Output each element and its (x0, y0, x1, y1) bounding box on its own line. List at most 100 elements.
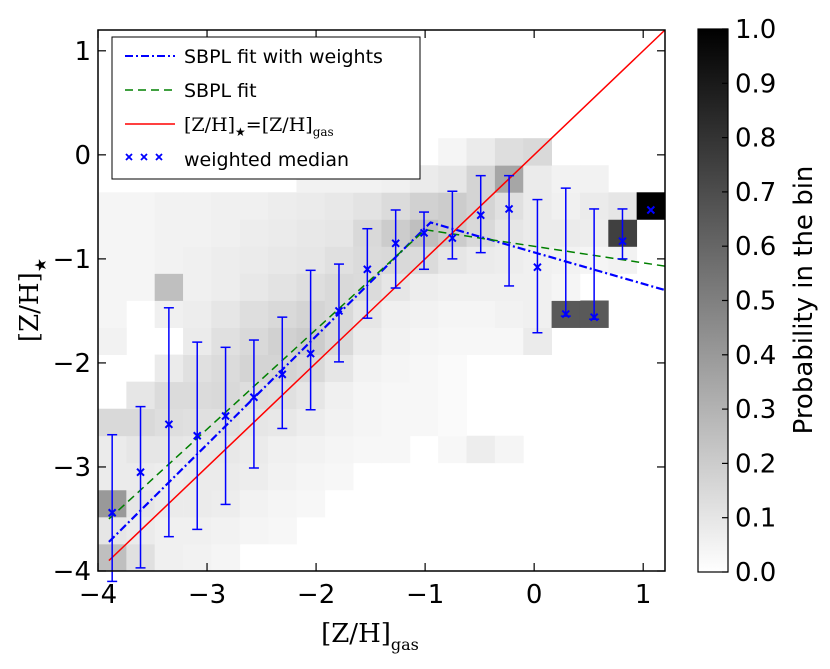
heatmap-cell (324, 408, 354, 437)
heatmap-cell (211, 192, 241, 220)
y-tick-label: 0 (74, 141, 91, 171)
heatmap-cell (154, 543, 184, 571)
colorbar-tick-label: 0.8 (735, 124, 776, 154)
heatmap-cell (268, 273, 297, 301)
heatmap-cell (438, 138, 467, 166)
legend-label-sbpl-weights: SBPL fit with weights (184, 46, 383, 68)
x-tick-label: −4 (79, 580, 117, 610)
heatmap-cell (438, 327, 467, 355)
heatmap-cell (268, 462, 297, 491)
heatmap-cell (353, 354, 382, 383)
legend-swatch-median (125, 153, 163, 161)
y-axis-label: [Z/H]★ (15, 258, 50, 342)
legend-label-median: weighted median (184, 149, 349, 171)
colorbar: 0.0 0.1 0.2 0.3 0.4 0.5 0.6 0.7 0.8 0.9 1.0 Probab… (697, 15, 819, 588)
heatmap-cell (494, 138, 524, 166)
heatmap-cell (438, 273, 467, 301)
identity-line (108, 30, 665, 562)
heatmap-cell (466, 327, 496, 355)
x-tick-label: −2 (297, 580, 335, 610)
heatmap-cell (296, 435, 326, 464)
heatmap-cell (126, 192, 156, 220)
heatmap-cell (154, 219, 184, 247)
heatmap-cell (409, 408, 439, 437)
colorbar-tick-label: 0.9 (735, 69, 776, 99)
heatmap-cell (268, 489, 297, 518)
heatmap-cell (381, 408, 411, 437)
median-marker (221, 411, 230, 421)
colorbar-ticks: 0.0 0.1 0.2 0.3 0.4 0.5 0.6 0.7 0.8 0.9 1.0 (722, 15, 776, 588)
heatmap-cell (183, 192, 212, 220)
heatmap-cell (353, 381, 382, 410)
x-axis-label: [Z/H]gas (321, 619, 419, 654)
median-marker (249, 393, 259, 402)
heatmap-cell (268, 516, 297, 545)
heatmap-cell (466, 138, 496, 166)
y-tick-label: −2 (53, 349, 91, 379)
heatmap-cell (579, 165, 609, 193)
heatmap-cell (211, 300, 241, 328)
heatmap-cell (126, 381, 156, 410)
median-marker (561, 309, 570, 319)
legend-identity-eq: = (246, 114, 262, 136)
y-tick-label: 1 (74, 37, 91, 67)
colorbar-label: Probability in the bin (789, 166, 819, 435)
median-marker (504, 204, 514, 214)
heatmap-cell (466, 300, 496, 328)
heatmap-cell (409, 354, 439, 383)
heatmap-cell (324, 219, 354, 247)
heatmap-cell (381, 300, 411, 328)
y-tick-label: −1 (53, 245, 91, 275)
sbpl-fit-line (108, 228, 665, 520)
legend-identity-a: [Z/H] (184, 114, 235, 136)
median-marker (193, 431, 202, 440)
y-axis-label-main: [Z/H] (15, 272, 45, 342)
heatmap-cell (183, 219, 212, 247)
median-marker (618, 236, 627, 246)
legend: SBPL fit with weights SBPL fit [Z/H]★=[Z… (111, 36, 421, 180)
x-axis-label-main: [Z/H] (321, 619, 391, 649)
colorbar-tick-label: 0.1 (735, 504, 776, 534)
colorbar-tick-label: 0.0 (735, 558, 776, 588)
heatmap-cell (154, 192, 184, 220)
heatmap-cell (239, 192, 269, 220)
heatmap-cell (353, 435, 382, 464)
heatmap-cell (239, 273, 269, 301)
heatmap-cell (409, 381, 439, 410)
median-marker (419, 228, 429, 238)
heatmap-cell (296, 219, 326, 247)
median-marker (107, 508, 117, 517)
heatmap-cell (636, 192, 665, 220)
median-marker (363, 265, 372, 274)
heatmap-cell (98, 300, 127, 328)
heatmap-cell (466, 435, 496, 464)
colorbar-tick-label: 1.0 (735, 15, 776, 45)
colorbar-tick-label: 0.5 (735, 287, 776, 317)
colorbar-tick-label: 0.7 (735, 178, 776, 208)
median-marker (278, 370, 287, 379)
heatmap-cell (98, 219, 127, 247)
colorbar-tick-label: 0.6 (735, 232, 776, 262)
plot-frame (97, 29, 666, 572)
heatmap-cell (523, 165, 552, 193)
heatmap-cell (268, 219, 297, 247)
heatmap-cell (381, 381, 411, 410)
legend-identity-a-sub: ★ (235, 125, 246, 139)
heatmap-cell (268, 246, 297, 274)
colorbar-tick-label: 0.2 (735, 449, 776, 479)
heatmap-cell (324, 462, 354, 491)
colorbar-tick-label: 0.4 (735, 341, 776, 371)
heatmap-cell (211, 273, 241, 301)
median-marker (391, 239, 400, 248)
y-axis-label-sub: ★ (31, 258, 50, 272)
x-tick-label: 1 (635, 580, 652, 610)
legend-identity-b: [Z/H] (262, 114, 313, 136)
heatmap-cell (98, 327, 127, 355)
heatmap-cell (438, 408, 467, 437)
heatmap-cell (296, 489, 326, 518)
heatmap-cell (494, 300, 524, 328)
heatmap-cell (353, 192, 382, 220)
heatmap-cell (154, 246, 184, 274)
median-marker (533, 263, 542, 272)
heatmap-cell (98, 192, 127, 220)
